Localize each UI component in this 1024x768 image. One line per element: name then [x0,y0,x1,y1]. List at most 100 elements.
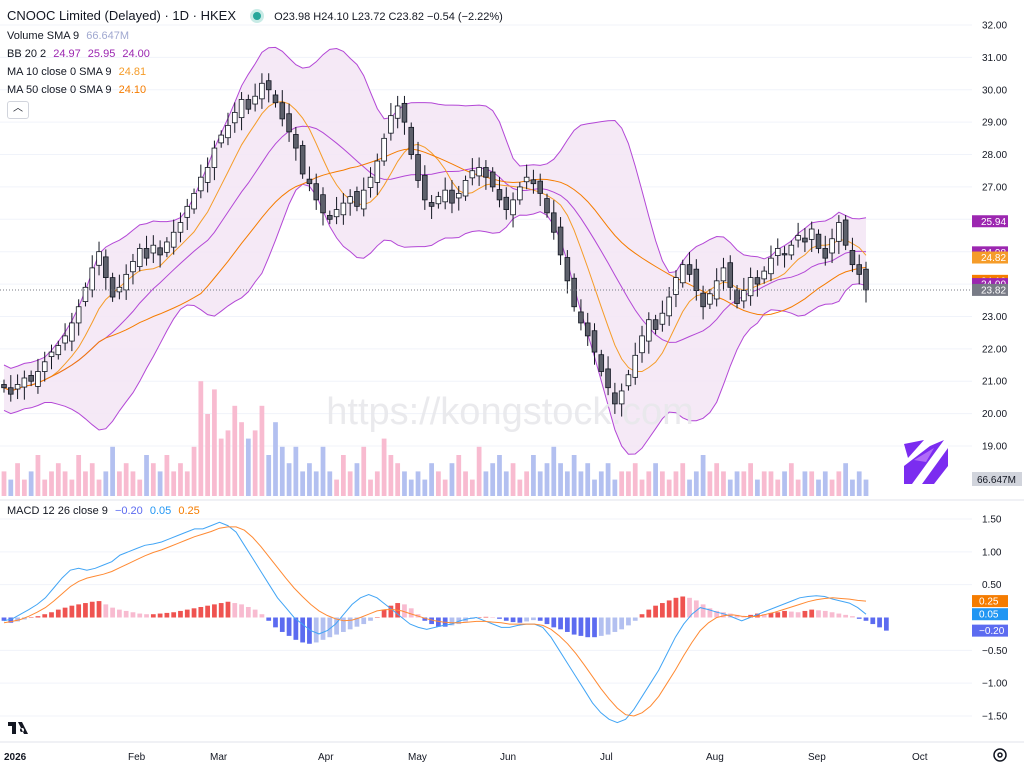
macd-tag-box [972,595,1008,608]
volume-bar [673,471,679,496]
volume-bar [178,463,183,496]
macd-histogram-bar [110,607,115,618]
volume-bar [171,471,177,496]
candle-body [8,387,14,395]
macd-histogram-bar [103,604,109,618]
macd-histogram-bar [334,617,339,635]
macd-tag-label: −0.20 [979,626,1005,637]
macd-histogram-bar [666,600,672,618]
candle-body [693,268,700,291]
tradingview-logo[interactable] [8,722,28,734]
volume-bar [130,471,136,496]
volume-bar [822,471,828,496]
volume-bar [35,455,41,496]
candle-body [157,247,163,256]
candle-body [815,233,822,249]
volume-bar [191,446,197,496]
macd-histogram-bar [551,617,557,628]
macd-histogram-bar [524,617,530,622]
candle-body [557,226,564,256]
time-axis[interactable]: 2026 Feb Mar Apr May Jun Jul Aug Sep Oct [4,752,928,763]
volume-bar [28,471,34,496]
macd-histogram-bar [605,617,611,635]
candle-body [75,306,82,324]
volume-bar [782,471,787,496]
candle-body [591,330,598,353]
price-tag-label: 23.82 [981,285,1006,296]
volume-bar [687,479,692,496]
volume-bar [626,471,631,496]
candle-body [401,102,408,123]
candle-body [103,256,109,278]
volume-legend[interactable]: Volume SMA 9 66.647M [7,30,129,42]
candle-body [863,268,869,291]
volume-bar [680,463,686,496]
symbol-title[interactable]: CNOOC Limited (Delayed) · 1D · HKEX [7,8,236,23]
time-tick-label: Sep [808,752,826,763]
macd-histogram-bar [381,609,387,618]
macd-axis[interactable]: 1.50 1.00 0.50 −0.50 −1.00 −1.50 0.25 0.05 −0.20 [972,515,1008,723]
collapse-legend-button[interactable]: ︿ [7,101,29,119]
macd-tick-label: 1.50 [982,515,1002,526]
ma10-legend[interactable]: MA 10 close 0 SMA 9 24.81 [7,66,146,78]
candle-body [510,199,516,216]
candle-body [639,335,645,354]
volume-bar [408,479,414,496]
volume-bar [755,479,760,496]
price-axis[interactable]: 32.0031.0030.0029.0028.0027.0026.0025.00… [972,21,1022,487]
bb-legend[interactable]: BB 20 2 24.97 25.95 24.00 [7,48,150,60]
volume-bars [1,381,869,496]
macd-legend[interactable]: MACD 12 26 close 9 −0.20 0.05 0.25 [7,505,200,517]
candle-body [164,241,170,253]
macd-histogram-bar [313,617,319,643]
price-tick-label: 19.00 [982,442,1007,453]
macd-histogram-bar [320,617,326,640]
volume-bar [639,479,645,496]
candle-body [428,202,435,207]
volume-bar [245,438,251,496]
candle-body [836,222,842,242]
kongstock-logo [904,440,948,484]
volume-bar [286,463,292,496]
volume-bar [117,471,122,496]
macd-histogram-bar [164,612,170,618]
candle-body [659,312,666,325]
volume-bar [307,463,312,496]
settings-gear-icon[interactable] [993,748,1007,762]
candle-body [62,335,68,344]
candle-body [286,113,292,133]
macd-histogram-bar [836,613,842,618]
macd-histogram-bar [117,609,122,618]
volume-bar [727,479,733,496]
candle-body [781,253,788,256]
price-tick-label: 31.00 [982,53,1007,64]
candle-body [320,194,326,214]
macd-tick-label: −1.00 [982,679,1008,690]
candle-body [517,186,523,201]
candle-body [788,244,795,256]
candle-body [1,384,7,389]
volume-bar [212,389,217,496]
volume-bar [374,471,380,496]
volume-bar [123,463,129,496]
volume-bar [42,479,48,496]
volume-bar [503,471,509,496]
time-tick-label: Mar [210,752,228,763]
macd-histogram-bar [564,617,570,632]
candle-body [360,189,367,210]
candle-body [761,270,767,280]
volume-bar [327,471,333,496]
volume-bar [388,455,394,496]
candle-body [496,189,503,201]
macd-histogram-bar [300,617,306,643]
volume-bar [83,471,88,496]
ma50-legend[interactable]: MA 50 close 0 SMA 9 24.10 [7,84,146,96]
macd-histogram-bar [1,617,7,621]
macd-histogram-bar [490,617,496,618]
volume-bar [734,471,740,496]
bb-basis-value: 24.97 [53,48,81,60]
candle-body [537,180,543,194]
volume-bar [693,471,699,496]
volume-bar [802,471,808,496]
